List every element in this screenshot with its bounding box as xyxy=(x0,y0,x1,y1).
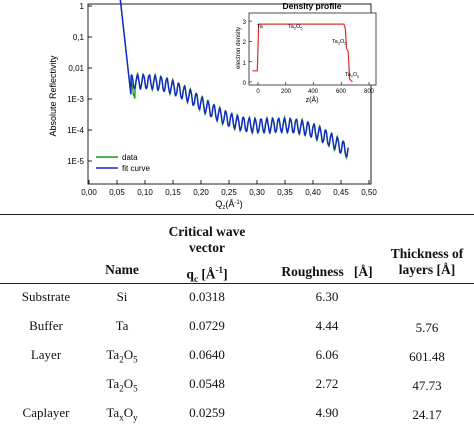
row-roughness: 4.90 xyxy=(315,405,339,420)
row-thickness: 5.76 xyxy=(415,320,439,335)
y-tick-label: 1 xyxy=(80,2,85,11)
density-curve xyxy=(252,23,353,83)
header-name: Name xyxy=(105,262,139,277)
y-tick-label: 0,01 xyxy=(68,64,84,73)
density-profile-inset: Density profile 0 1 2 3 0 200 400 600 80… xyxy=(236,1,377,104)
inset-frame xyxy=(248,12,377,86)
row-thickness: 24.17 xyxy=(412,407,442,422)
header-critical-wave-vector: Critical wave vector qc [Å-1] xyxy=(168,224,246,285)
x-tick-label: 0,25 xyxy=(221,188,237,197)
row-qc: 0.0640 xyxy=(189,347,225,362)
row-label: Caplayer xyxy=(22,405,70,420)
row-thickness: 601.48 xyxy=(409,349,445,364)
fit-curve xyxy=(119,0,349,158)
x-tick-label: 0,50 xyxy=(361,188,377,197)
inset-x-axis-label: z(Å) xyxy=(306,95,319,104)
row-name: Ta2O5 xyxy=(106,376,138,394)
row-label: Layer xyxy=(30,347,62,362)
y-tick-label: 1E-5 xyxy=(67,157,84,166)
inset-y-axis-label: electron density xyxy=(236,27,242,69)
main-x-axis-label: Qz(Å-1) xyxy=(215,199,242,210)
reflectivity-figure: 1E-5 1E-4 1E-3 0,01 0,1 1 0,00 0,05 0,10… xyxy=(48,0,377,210)
row-qc: 0.0548 xyxy=(189,376,225,391)
inset-y-tick-label: 1 xyxy=(243,61,247,67)
inset-y-tick-label: 2 xyxy=(243,40,247,46)
y-tick-label: 1E-3 xyxy=(67,95,84,104)
x-tick-label: 0,40 xyxy=(305,188,321,197)
x-tick-label: 0,20 xyxy=(193,188,209,197)
inset-x-tick-label: 400 xyxy=(308,89,319,95)
header-roughness: Roughness [Å] xyxy=(281,264,373,279)
main-x-tick-labels: 0,00 0,05 0,10 0,15 0,20 0,25 0,30 0,35 … xyxy=(81,188,377,197)
x-tick-label: 0,35 xyxy=(277,188,293,197)
row-name: TaxOy xyxy=(106,405,138,423)
y-tick-label: 1E-4 xyxy=(67,126,84,135)
main-y-axis-label: Absolute Reflectivity xyxy=(48,55,58,137)
row-name: Si xyxy=(116,289,128,304)
x-tick-label: 0,30 xyxy=(249,188,265,197)
inset-x-tick-label: 200 xyxy=(281,89,292,95)
inset-y-tick-label: 3 xyxy=(243,20,247,26)
row-roughness: 2.72 xyxy=(315,376,339,391)
inset-ticks xyxy=(249,20,370,85)
row-roughness: 6.30 xyxy=(315,289,339,304)
row-label: Substrate xyxy=(21,289,71,304)
main-y-tick-labels: 1E-5 1E-4 1E-3 0,01 0,1 1 xyxy=(67,2,84,166)
legend-fit-label: fit curve xyxy=(122,164,151,173)
inset-label-ta2o5-b: Ta2O5 xyxy=(332,39,347,46)
x-tick-label: 0,15 xyxy=(165,188,181,197)
row-name: Ta xyxy=(115,318,129,333)
inset-label-ta2o5-a: Ta2O5 xyxy=(288,24,303,31)
x-tick-label: 0,45 xyxy=(333,188,349,197)
inset-label-ta: Ta xyxy=(257,24,264,30)
inset-x-tick-label: 0 xyxy=(256,89,260,95)
x-tick-label: 0,00 xyxy=(81,188,97,197)
inset-x-tick-label: 600 xyxy=(336,89,347,95)
inset-label-taxoy: TaxOy xyxy=(345,72,359,79)
main-plot-ticks xyxy=(88,5,370,184)
row-roughness: 6.06 xyxy=(315,347,339,362)
row-name: Ta2O5 xyxy=(106,347,138,365)
y-tick-label: 0,1 xyxy=(73,33,85,42)
row-thickness: 47.73 xyxy=(412,378,442,393)
main-legend: data fit curve xyxy=(96,153,151,173)
inset-title: Density profile xyxy=(282,1,341,11)
row-qc: 0.0729 xyxy=(189,318,225,333)
row-qc: 0.0318 xyxy=(189,289,225,304)
header-thickness: Thickness of layers [Å] xyxy=(390,246,464,277)
row-label: Buffer xyxy=(29,318,63,333)
inset-x-tick-label: 800 xyxy=(364,89,375,95)
x-tick-label: 0,05 xyxy=(109,188,125,197)
row-roughness: 4.44 xyxy=(315,318,339,333)
inset-y-tick-label: 0 xyxy=(243,81,247,87)
table-top-rule xyxy=(0,214,474,215)
legend-data-label: data xyxy=(122,153,138,162)
x-tick-label: 0,10 xyxy=(137,188,153,197)
row-qc: 0.0259 xyxy=(189,405,225,420)
table-header-rule xyxy=(0,283,474,284)
